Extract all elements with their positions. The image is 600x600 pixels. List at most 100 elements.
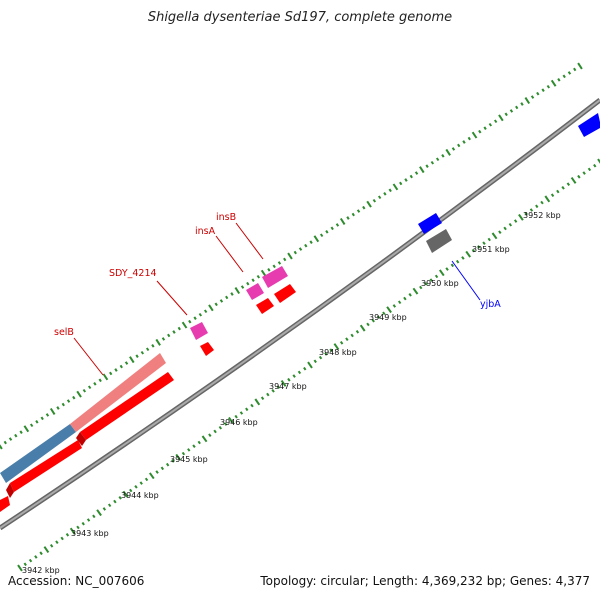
- minor-tick: [23, 562, 27, 567]
- minor-tick: [287, 377, 291, 382]
- minor-tick: [109, 371, 113, 376]
- minor-tick: [355, 330, 360, 334]
- minor-tick: [550, 193, 555, 197]
- minor-tick: [160, 466, 165, 471]
- minor-tick: [382, 311, 386, 316]
- minor-tick: [541, 88, 545, 92]
- cds-red-small-left[interactable]: [0, 496, 10, 512]
- major-tick: [102, 373, 109, 381]
- minor-tick: [392, 304, 397, 308]
- minor-tick: [223, 422, 228, 426]
- minor-tick: [250, 403, 254, 408]
- minor-tick: [118, 496, 122, 500]
- minor-tick: [129, 488, 133, 493]
- major-tick: [339, 217, 346, 225]
- minor-tick: [245, 407, 249, 412]
- minor-tick: [482, 241, 486, 245]
- minor-tick: [508, 222, 513, 227]
- minor-tick: [271, 389, 275, 393]
- minor-tick: [304, 243, 308, 248]
- minor-tick: [404, 178, 408, 182]
- minor-tick: [267, 268, 271, 272]
- major-tick: [366, 200, 372, 208]
- blue-gene-1[interactable]: [418, 213, 442, 234]
- minor-tick: [213, 429, 217, 434]
- minor-tick: [65, 533, 70, 537]
- major-tick: [234, 287, 241, 295]
- minor-tick: [218, 425, 223, 430]
- scale-label-3942: 3942 kbp: [22, 566, 60, 575]
- minor-tick: [19, 430, 23, 434]
- minor-tick: [203, 309, 208, 314]
- major-tick: [208, 304, 214, 312]
- minor-tick: [503, 226, 507, 231]
- major-tick: [254, 398, 261, 406]
- outer-tick-ring: [0, 62, 583, 450]
- label-sdy4214: SDY_4214: [109, 268, 157, 279]
- minor-tick: [457, 143, 461, 148]
- minor-tick: [424, 282, 428, 286]
- major-tick: [445, 148, 451, 156]
- major-tick: [175, 453, 182, 461]
- major-tick: [17, 564, 23, 572]
- minor-tick: [520, 102, 524, 106]
- minor-tick: [135, 354, 139, 358]
- minor-tick: [197, 440, 201, 445]
- minor-tick: [366, 322, 370, 327]
- minor-tick: [430, 160, 435, 165]
- minor-tick: [14, 433, 18, 438]
- minor-tick: [76, 525, 80, 530]
- minor-tick: [435, 157, 440, 162]
- major-tick: [392, 183, 399, 191]
- minor-tick: [208, 433, 212, 437]
- cds-red-long-2[interactable]: [76, 372, 174, 446]
- minor-tick: [93, 382, 97, 386]
- minor-tick: [493, 119, 498, 124]
- insB-feature[interactable]: [262, 266, 296, 303]
- accession-text: Accession: NC_007606: [8, 574, 145, 588]
- minor-tick: [45, 413, 50, 417]
- minor-tick: [3, 440, 7, 445]
- major-tick: [544, 195, 551, 203]
- minor-tick: [309, 240, 313, 244]
- major-tick: [438, 269, 445, 277]
- minor-tick: [324, 352, 328, 356]
- major-tick: [260, 269, 267, 277]
- major-tick: [155, 338, 161, 346]
- insA-feature[interactable]: [246, 283, 274, 314]
- yjbA-feature[interactable]: [426, 229, 452, 253]
- minor-tick: [214, 302, 218, 307]
- minor-tick: [56, 406, 60, 410]
- minor-tick: [81, 521, 85, 526]
- scale-label-3946: 3946 kbp: [220, 418, 258, 427]
- major-tick: [359, 324, 366, 332]
- scale-label-3952: 3952 kbp: [523, 211, 561, 220]
- minor-tick: [461, 256, 465, 260]
- cds-red-long-1[interactable]: [6, 440, 82, 498]
- minor-tick: [139, 481, 143, 485]
- selB-feature[interactable]: [0, 353, 166, 483]
- minor-tick: [540, 200, 544, 205]
- minor-tick: [82, 388, 87, 393]
- minor-tick: [298, 247, 303, 251]
- major-tick: [129, 356, 135, 364]
- minor-tick: [566, 182, 571, 186]
- minor-tick: [171, 459, 175, 463]
- minor-tick: [445, 267, 449, 271]
- major-tick: [280, 380, 287, 387]
- minor-tick: [573, 67, 577, 72]
- sdy4214-feature[interactable]: [190, 322, 214, 356]
- minor-tick: [397, 300, 402, 305]
- minor-tick: [399, 181, 403, 186]
- minor-tick: [165, 462, 170, 467]
- minor-tick: [277, 261, 282, 265]
- minor-tick: [86, 518, 91, 522]
- minor-tick: [504, 112, 508, 117]
- minor-tick: [408, 293, 412, 297]
- major-tick: [419, 166, 425, 174]
- minor-tick: [107, 503, 112, 508]
- major-tick: [412, 287, 419, 295]
- minor-tick: [356, 209, 361, 213]
- minor-tick: [335, 223, 340, 227]
- blue-gene-2[interactable]: [578, 113, 600, 137]
